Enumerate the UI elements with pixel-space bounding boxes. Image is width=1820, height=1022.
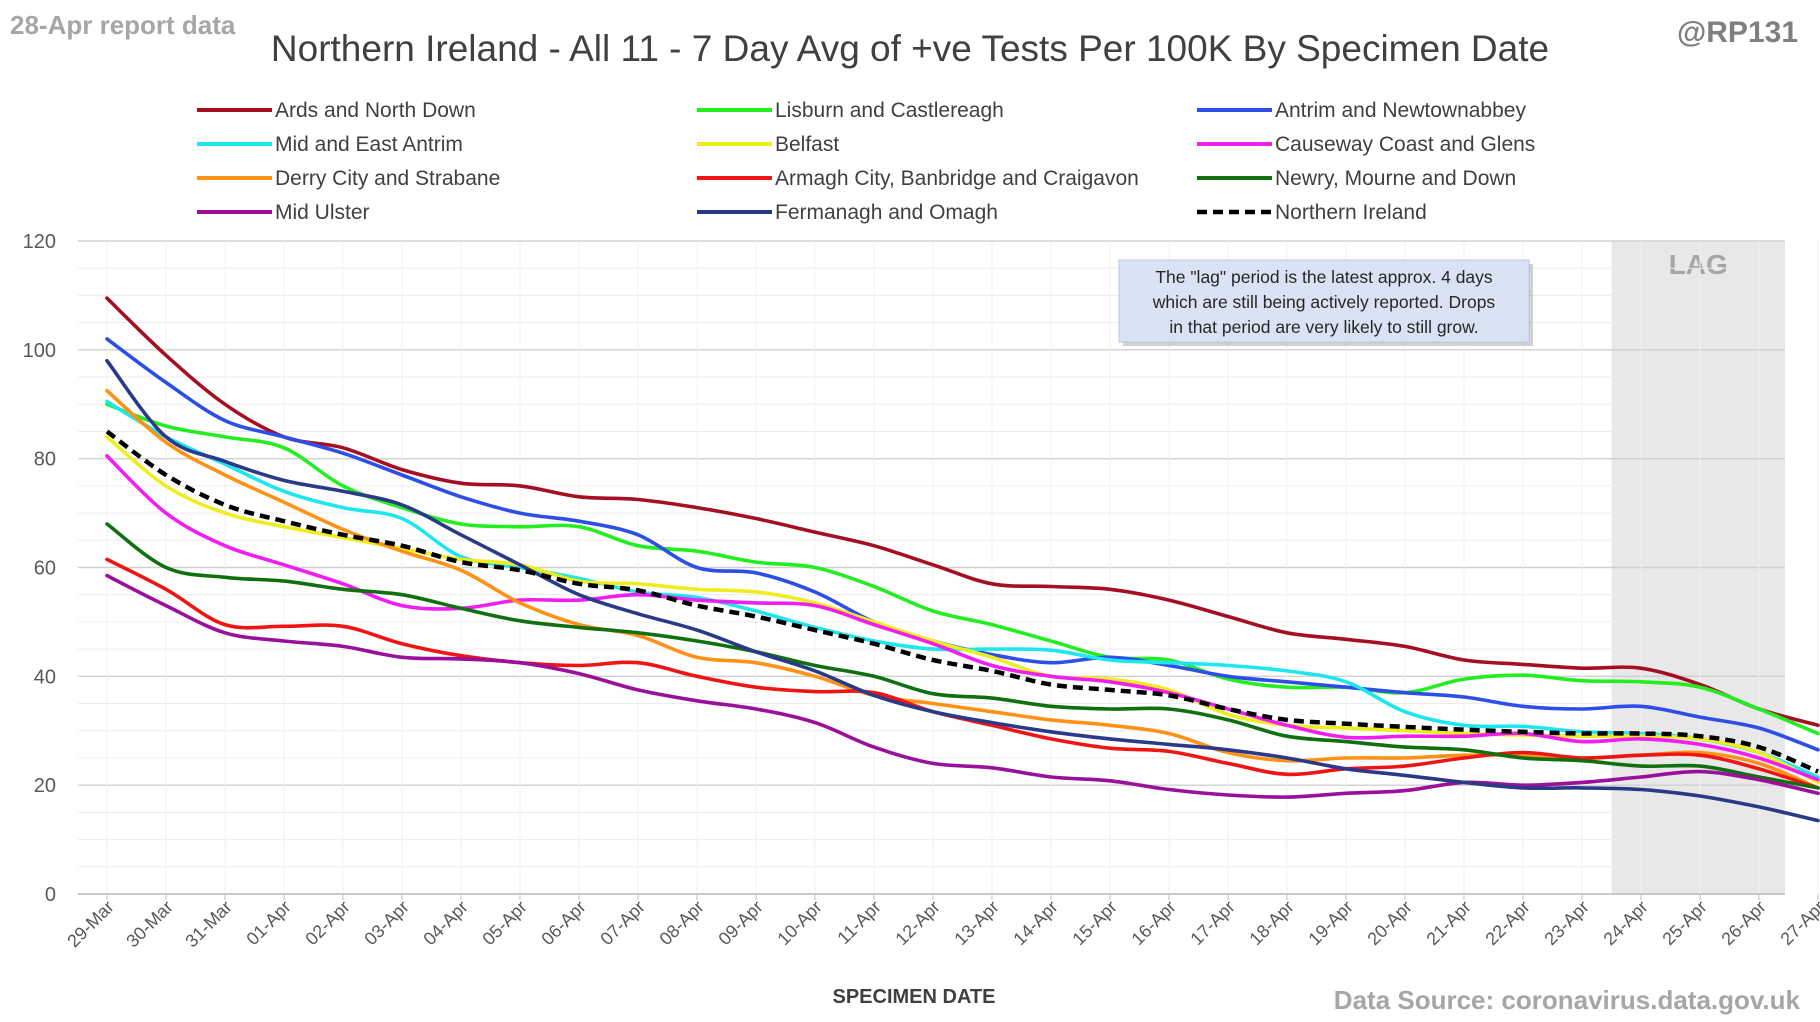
x-tick-label: 22-Apr [1481,897,1533,949]
x-tick-label: 04-Apr [419,897,471,949]
x-tick-label: 16-Apr [1127,897,1179,949]
series-line-ards-and-north-down [105,296,1820,728]
legend-label: Ards and North Down [275,99,476,122]
x-tick-label: 12-Apr [891,897,943,949]
x-tick-label: 20-Apr [1363,897,1415,949]
callout-text-line: in that period are very likely to still … [1169,317,1478,337]
y-tick-label: 20 [34,775,56,797]
x-tick-label: 15-Apr [1068,897,1120,949]
x-tick-label: 21-Apr [1422,897,1474,949]
callout-box [1118,259,1530,343]
legend-label: Causeway Coast and Glens [1275,133,1535,156]
y-tick-label: 40 [34,666,56,688]
legend-label: Belfast [775,133,839,156]
y-tick-label: 100 [23,340,56,362]
report-date-label: 28-Apr report data [10,10,236,40]
x-tick-label: 07-Apr [596,897,648,949]
x-axis-ticks: 29-Mar 30-Mar 31-Mar 01-Apr 02-Apr 03-Apr 04-A… [63,894,1820,951]
author-handle: @RP131 [1677,16,1798,49]
series-line-northern-ireland [105,429,1819,774]
x-tick-label: 30-Mar [122,897,176,951]
x-tick-label: 10-Apr [773,897,825,949]
x-tick-label: 29-Mar [63,897,117,951]
legend-label: Derry City and Strabane [275,167,500,190]
callout-text-line: which are still being actively reported.… [1152,292,1496,312]
legend-label: Newry, Mourne and Down [1275,167,1516,190]
series-line-fermanagh-and-omagh [105,358,1820,823]
x-tick-label: 19-Apr [1304,897,1356,949]
gridlines [78,240,1819,895]
callout-text-line: The "lag" period is the latest approx. 4… [1155,267,1493,287]
legend-label: Lisburn and Castlereagh [775,99,1004,122]
chart-title: Northern Ireland - All 11 - 7 Day Avg of… [270,28,1550,69]
x-tick-label: 14-Apr [1009,897,1061,949]
x-tick-label: 09-Apr [714,897,766,949]
series-line-lisburn-and-castlereagh [105,402,1820,736]
legend: Ards and North Down Lisburn and Castlerea… [197,99,1535,224]
x-tick-label: 31-Mar [181,897,235,951]
x-tick-label: 03-Apr [360,897,412,949]
x-tick-label: 08-Apr [655,897,707,949]
lag-label: LAG [1669,249,1728,280]
legend-label: Northern Ireland [1275,201,1427,224]
x-axis-label: SPECIMEN DATE [833,986,996,1008]
data-source-note: Data Source: coronavirus.data.gov.uk [1333,985,1800,1015]
x-tick-label: 18-Apr [1245,897,1297,949]
x-tick-label: 26-Apr [1717,897,1769,949]
x-tick-label: 27-Apr [1776,897,1820,949]
y-tick-label: 120 [23,231,56,253]
series-line-mid-ulster [105,573,1820,799]
x-tick-label: 23-Apr [1540,897,1592,949]
y-axis-ticks: 0 20 40 60 80 100 120 [23,231,56,906]
legend-label: Mid Ulster [275,201,370,224]
x-tick-label: 25-Apr [1658,897,1710,949]
legend-label: Antrim and Newtownabbey [1275,99,1526,122]
x-tick-label: 06-Apr [537,897,589,949]
x-tick-label: 24-Apr [1599,897,1651,949]
legend-label: Armagh City, Banbridge and Craigavon [775,167,1139,190]
series-lines [105,296,1820,823]
y-tick-label: 0 [45,884,56,906]
x-tick-label: 11-Apr [833,897,884,948]
series-line-antrim-and-newtownabbey [105,337,1820,752]
x-tick-label: 05-Apr [478,897,530,949]
legend-label: Fermanagh and Omagh [775,201,998,224]
x-tick-label: 13-Apr [950,897,1002,949]
series-line-newry-mourne-and-down [105,522,1820,790]
x-tick-label: 01-Apr [242,897,294,949]
y-tick-label: 60 [34,558,56,580]
y-tick-label: 80 [34,449,56,471]
x-tick-label: 02-Apr [301,897,353,949]
legend-label: Mid and East Antrim [275,133,463,156]
lag-callout: The "lag" period is the latest approx. 4… [1118,259,1533,346]
x-tick-label: 17-Apr [1186,897,1238,949]
